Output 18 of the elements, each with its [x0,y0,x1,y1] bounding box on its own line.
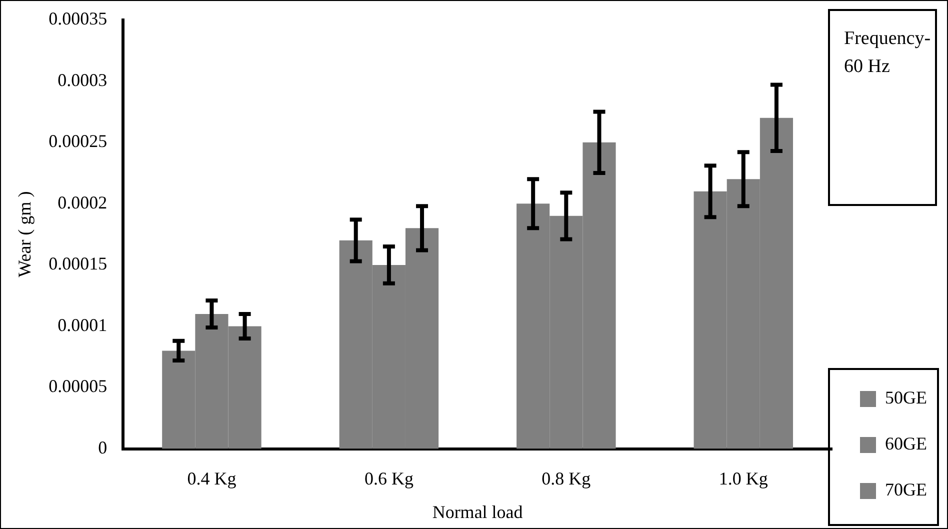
x-axis-title: Normal load [432,502,523,522]
y-tick-label: 0.0003 [58,70,108,90]
y-tick-label: 0.0002 [58,192,108,212]
y-axis-title: Wear ( gm ) [14,191,35,278]
legend-label: 60GE [885,434,928,454]
y-tick-label: 0.0001 [58,314,108,335]
legend-label: 50GE [885,388,928,408]
legend-label: 70GE [885,480,928,500]
x-tick-label: 0.4 Kg [187,468,236,488]
y-tick-label: 0.00025 [48,131,108,152]
text: Frequency-60 Hz [828,9,937,206]
y-tick-label: 0.00035 [48,8,108,29]
y-tick-label: 0.00005 [48,376,108,396]
x-tick-label: 1.0 Kg [718,468,768,488]
x-tick-label: 0.8 Kg [542,468,591,488]
y-tick-label: 0 [98,438,108,458]
x-tick-label: 0.6 Kg [364,468,414,488]
y-tick-label: 0.00015 [48,254,108,274]
